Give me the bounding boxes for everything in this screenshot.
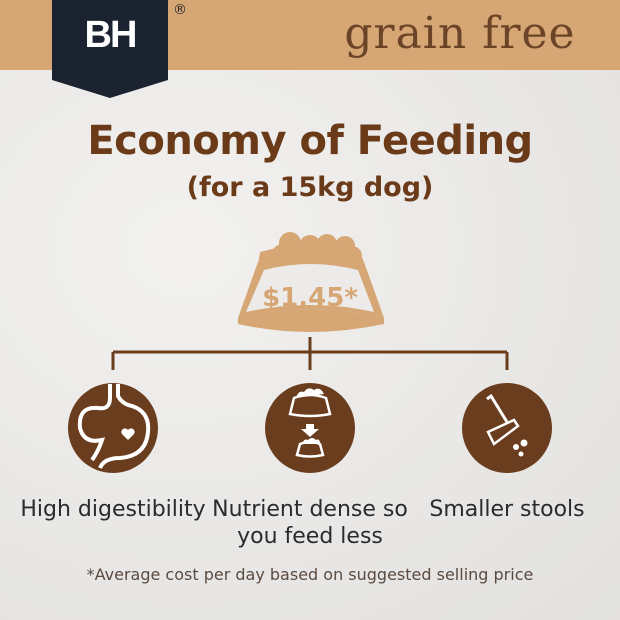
footnote: *Average cost per day based on suggested… xyxy=(86,565,534,584)
bowl-reduce-icon xyxy=(265,383,355,473)
benefit-label-nutrient-dense: Nutrient dense so you feed less xyxy=(212,497,408,549)
stomach-heart-icon xyxy=(68,383,158,473)
scooper-icon xyxy=(462,383,552,473)
benefit-label-digestibility: High digestibility xyxy=(20,497,206,522)
tree-connector xyxy=(111,337,509,370)
page-title: Economy of Feeding xyxy=(87,118,533,164)
food-bowl-icon xyxy=(238,232,384,332)
page-subtitle: (for a 15kg dog) xyxy=(186,172,434,203)
bh-logo: BH xyxy=(84,14,138,56)
registered-mark: ® xyxy=(173,2,187,18)
daily-price: $1.45* xyxy=(262,283,358,313)
tagline: grain free xyxy=(344,8,576,59)
benefit-label-smaller-stools: Smaller stools xyxy=(429,497,585,522)
bh-logo-badge xyxy=(52,0,168,98)
